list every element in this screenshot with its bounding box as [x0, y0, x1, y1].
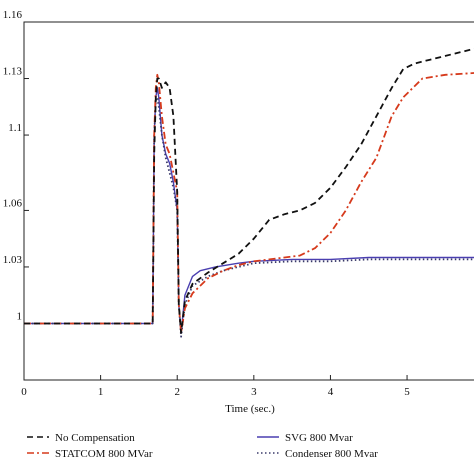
- legend-item-statcom: STATCOM 800 MVar: [27, 448, 153, 460]
- plot-frame: [23, 21, 474, 381]
- y-tick-label: 1.13: [3, 66, 23, 78]
- y-tick-label: 1.06: [3, 197, 23, 209]
- legend-label: STATCOM 800 MVar: [55, 448, 153, 460]
- legend-label: No Compensation: [55, 432, 135, 444]
- series-line-no-compensation: [24, 47, 474, 334]
- x-axis-label: Time (sec.): [225, 403, 275, 415]
- y-tick-label: 1.1: [8, 122, 22, 134]
- x-tick-label: 3: [251, 386, 257, 398]
- series-line-condenser-800-mvar: [24, 96, 474, 338]
- x-tick-label: 2: [174, 386, 180, 398]
- legend-item-svg: SVG 800 Mvar: [257, 432, 353, 444]
- legend-item-no-compensation: No Compensation: [27, 432, 135, 444]
- x-tick-label: 5: [404, 386, 410, 398]
- legend-label: SVG 800 Mvar: [285, 432, 353, 444]
- legend-label: Condenser 800 Mvar: [285, 448, 378, 460]
- series-layer: [24, 47, 474, 338]
- y-tick-label: 1: [17, 310, 23, 322]
- legend-item-condenser: Condenser 800 Mvar: [257, 448, 378, 460]
- y-axis-ticks: 1 1.03 1.06 1.1 1.13 1.16: [3, 9, 29, 324]
- series-line-statcom-800-mvar: [24, 72, 474, 334]
- x-tick-label: 0: [21, 386, 27, 398]
- y-tick-label: 1.03: [3, 254, 23, 266]
- y-tick-label: 1.16: [3, 9, 23, 21]
- series-line-svg-800-mvar: [24, 87, 474, 334]
- x-tick-label: 4: [328, 386, 334, 398]
- x-tick-label: 1: [98, 386, 104, 398]
- x-axis-ticks: 0 1 2 3 4 5: [21, 375, 410, 398]
- legend: No Compensation STATCOM 800 MVar SVG 800…: [27, 432, 378, 460]
